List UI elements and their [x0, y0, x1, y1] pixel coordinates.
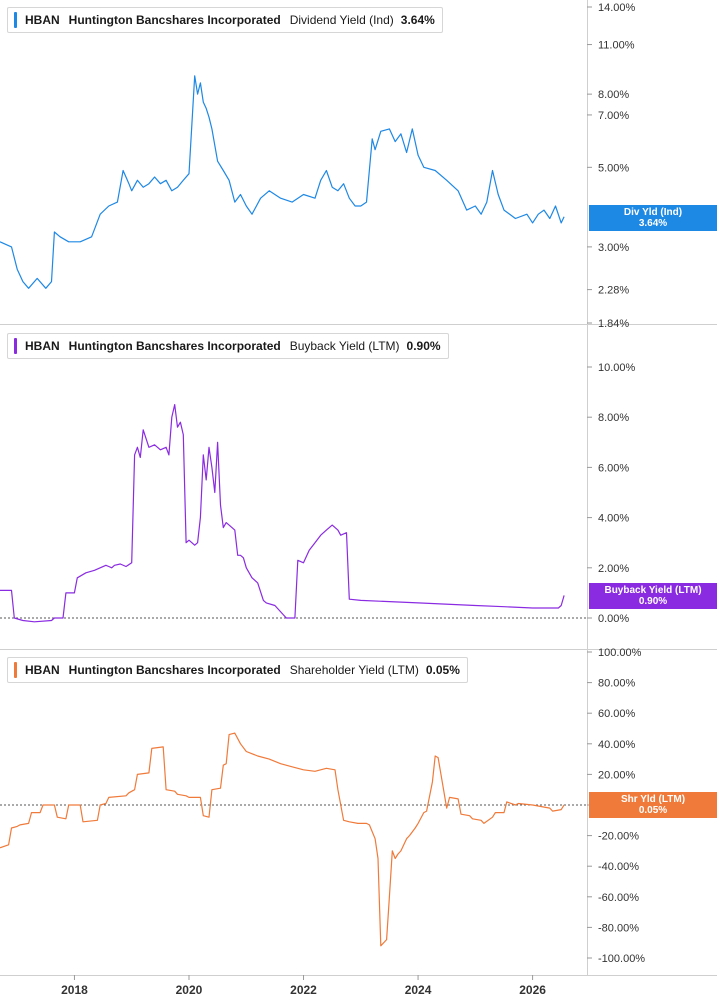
- legend-metric: Dividend Yield (Ind): [289, 13, 394, 27]
- series-line: [0, 732, 565, 947]
- y-tick-label: -100.00%: [598, 953, 645, 965]
- series-swatch: [14, 12, 17, 28]
- x-tick-label: 2024: [405, 983, 432, 997]
- x-tick-label: 2018: [61, 983, 88, 997]
- y-tick-label: -40.00%: [598, 861, 639, 873]
- y-tick-label: -20.00%: [598, 831, 639, 843]
- x-tick-label: 2026: [519, 983, 546, 997]
- legend-company: Huntington Bancshares Incorporated: [68, 339, 281, 353]
- legend-value: 0.90%: [406, 339, 441, 353]
- legend-dividend-yield: HBAN Huntington Bancshares Incorporated …: [7, 7, 443, 33]
- y-tick-label: 2.00%: [598, 563, 629, 575]
- value-tag-label: Div Yld (Ind): [623, 207, 683, 218]
- y-tick-label: 10.00%: [598, 362, 636, 374]
- y-tick-label: 0.00%: [598, 613, 629, 625]
- y-tick-label: 60.00%: [598, 708, 636, 720]
- legend-value: 3.64%: [400, 13, 435, 27]
- legend-shareholder-yield: HBAN Huntington Bancshares Incorporated …: [7, 657, 468, 683]
- series-swatch: [14, 338, 17, 354]
- y-tick-label: 2.28%: [598, 285, 629, 297]
- y-tick-label: 11.00%: [598, 40, 635, 52]
- y-tick-label: 1.84%: [598, 318, 629, 330]
- y-tick-label: 7.00%: [598, 110, 629, 122]
- y-tick-label: 100.00%: [598, 647, 642, 659]
- legend-company: Huntington Bancshares Incorporated: [68, 663, 281, 677]
- y-tick-label: 8.00%: [598, 89, 629, 101]
- series-line: [0, 404, 565, 623]
- value-tag-label: Shr Yld (LTM): [620, 794, 686, 805]
- legend-metric: Buyback Yield (LTM): [289, 339, 400, 353]
- y-tick-label: 40.00%: [598, 739, 636, 751]
- y-tick-label: 8.00%: [598, 412, 629, 424]
- value-tag-value: 0.90%: [638, 596, 668, 607]
- y-tick-label: 6.00%: [598, 462, 629, 474]
- x-tick-label: 2022: [290, 983, 317, 997]
- y-tick-label: -60.00%: [598, 892, 639, 904]
- x-tick-label: 2020: [176, 983, 203, 997]
- legend-ticker: HBAN: [25, 663, 60, 677]
- value-tag-buyback-yield: Buyback Yield (LTM) 0.90%: [589, 583, 717, 609]
- legend-metric: Shareholder Yield (LTM): [289, 663, 419, 677]
- legend-company: Huntington Bancshares Incorporated: [68, 13, 281, 27]
- legend-buyback-yield: HBAN Huntington Bancshares Incorporated …: [7, 333, 449, 359]
- legend-value: 0.05%: [425, 663, 460, 677]
- y-tick-label: 4.00%: [598, 513, 629, 525]
- y-tick-label: 20.00%: [598, 769, 636, 781]
- y-tick-label: 5.00%: [598, 162, 629, 174]
- y-tick-label: 80.00%: [598, 678, 636, 690]
- value-tag-label: Buyback Yield (LTM): [604, 585, 702, 596]
- y-tick-label: 3.00%: [598, 242, 629, 254]
- value-tag-value: 3.64%: [638, 218, 668, 229]
- series-line: [0, 75, 565, 289]
- value-tag-shareholder-yield: Shr Yld (LTM) 0.05%: [589, 792, 717, 818]
- value-tag-dividend-yield: Div Yld (Ind) 3.64%: [589, 205, 717, 231]
- legend-ticker: HBAN: [25, 339, 60, 353]
- y-tick-label: 14.00%: [598, 2, 636, 14]
- series-swatch: [14, 662, 17, 678]
- y-tick-label: -80.00%: [598, 922, 639, 934]
- value-tag-value: 0.05%: [638, 805, 668, 816]
- legend-ticker: HBAN: [25, 13, 60, 27]
